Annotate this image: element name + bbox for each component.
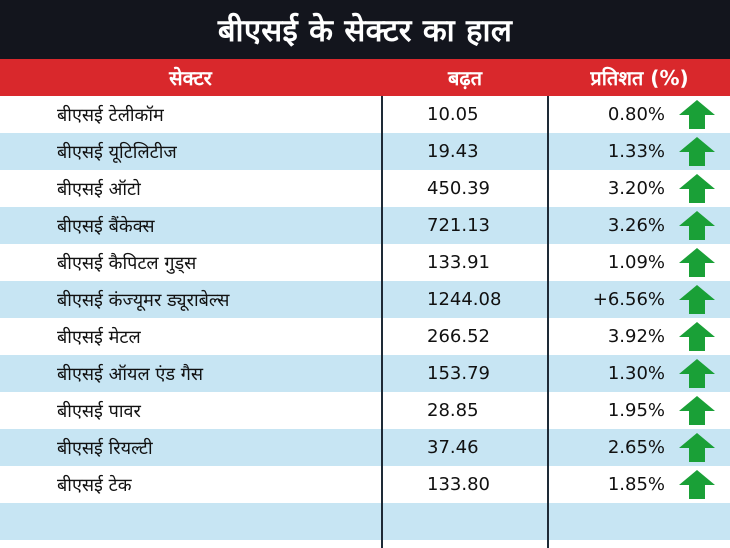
percent-value: 3.92% [607, 326, 665, 347]
sector-name: बीएसई टेक [57, 474, 132, 496]
table-row: बीएसई टेलीकॉम 10.05 0.80% [0, 96, 730, 133]
table-row: बीएसई रियल्टी 37.46 2.65% [0, 429, 730, 466]
gain-value: 133.91 [427, 252, 490, 273]
column-divider [547, 96, 549, 548]
up-arrow-icon [679, 322, 715, 351]
column-header-gain: बढ़त [447, 66, 483, 90]
up-arrow-icon [679, 396, 715, 425]
gain-value [427, 503, 545, 540]
percent-value: 1.30% [607, 363, 665, 384]
percent-value: 1.95% [607, 400, 665, 421]
percent-value: +6.56% [592, 289, 665, 310]
up-arrow-icon [679, 174, 715, 203]
table-header: सेक्टर बढ़त प्रतिशत (%) [0, 59, 730, 96]
table-row: बीएसई यूटिलिटीज 19.43 1.33% [0, 133, 730, 170]
gain-value: 153.79 [427, 363, 490, 384]
sector-name: बीएसई पावर [57, 400, 141, 422]
gain-value: 266.52 [427, 326, 490, 347]
up-arrow-icon [679, 211, 715, 240]
percent-value: 3.26% [607, 215, 665, 236]
percent-value: 1.85% [607, 474, 665, 495]
sector-name: बीएसई यूटिलिटीज [57, 141, 177, 163]
table-row: बीएसई पावर 28.85 1.95% [0, 392, 730, 429]
up-arrow-icon [679, 137, 715, 166]
page-title: बीएसई के सेक्टर का हाल [0, 0, 730, 59]
sector-name: बीएसई कंज्यूमर ड्यूराबेल्स [57, 289, 230, 311]
table-body: बीएसई टेलीकॉम 10.05 0.80% बीएसई यूटिलिटी… [0, 96, 730, 540]
sector-name [57, 503, 377, 540]
gain-value: 1244.08 [427, 289, 502, 310]
gain-value: 10.05 [427, 104, 479, 125]
up-arrow-icon [679, 248, 715, 277]
sector-name: बीएसई बैंकेक्स [57, 215, 155, 237]
sector-name: बीएसई रियल्टी [57, 437, 153, 459]
gain-value: 133.80 [427, 474, 490, 495]
column-header-percent: प्रतिशत (%) [590, 66, 689, 90]
table-row: बीएसई कंज्यूमर ड्यूराबेल्स 1244.08 +6.56… [0, 281, 730, 318]
table-row-empty [0, 503, 730, 540]
column-divider [381, 96, 383, 548]
sector-name: बीएसई टेलीकॉम [57, 104, 164, 126]
column-header-sector: सेक्टर [169, 66, 212, 90]
sector-name: बीएसई कैपिटल गुड्स [57, 252, 197, 274]
gain-value: 450.39 [427, 178, 490, 199]
table-row: बीएसई बैंकेक्स 721.13 3.26% [0, 207, 730, 244]
table-row: बीएसई टेक 133.80 1.85% [0, 466, 730, 503]
gain-value: 19.43 [427, 141, 479, 162]
percent-value: 1.09% [607, 252, 665, 273]
gain-value: 37.46 [427, 437, 479, 458]
gain-value: 721.13 [427, 215, 490, 236]
percent-value: 3.20% [607, 178, 665, 199]
table-row: बीएसई ऑटो 450.39 3.20% [0, 170, 730, 207]
sector-name: बीएसई मेटल [57, 326, 141, 348]
percent-value: 2.65% [607, 437, 665, 458]
percent-value [549, 503, 665, 540]
sector-name: बीएसई ऑयल एंड गैस [57, 363, 204, 385]
table-row: बीएसई कैपिटल गुड्स 133.91 1.09% [0, 244, 730, 281]
gain-value: 28.85 [427, 400, 479, 421]
up-arrow-icon [679, 100, 715, 129]
sector-name: बीएसई ऑटो [57, 178, 141, 200]
up-arrow-icon [679, 285, 715, 314]
table-row: बीएसई ऑयल एंड गैस 153.79 1.30% [0, 355, 730, 392]
up-arrow-icon [679, 433, 715, 462]
percent-value: 0.80% [607, 104, 665, 125]
up-arrow-icon [679, 470, 715, 499]
up-arrow-icon [679, 359, 715, 388]
percent-value: 1.33% [607, 141, 665, 162]
table-row: बीएसई मेटल 266.52 3.92% [0, 318, 730, 355]
